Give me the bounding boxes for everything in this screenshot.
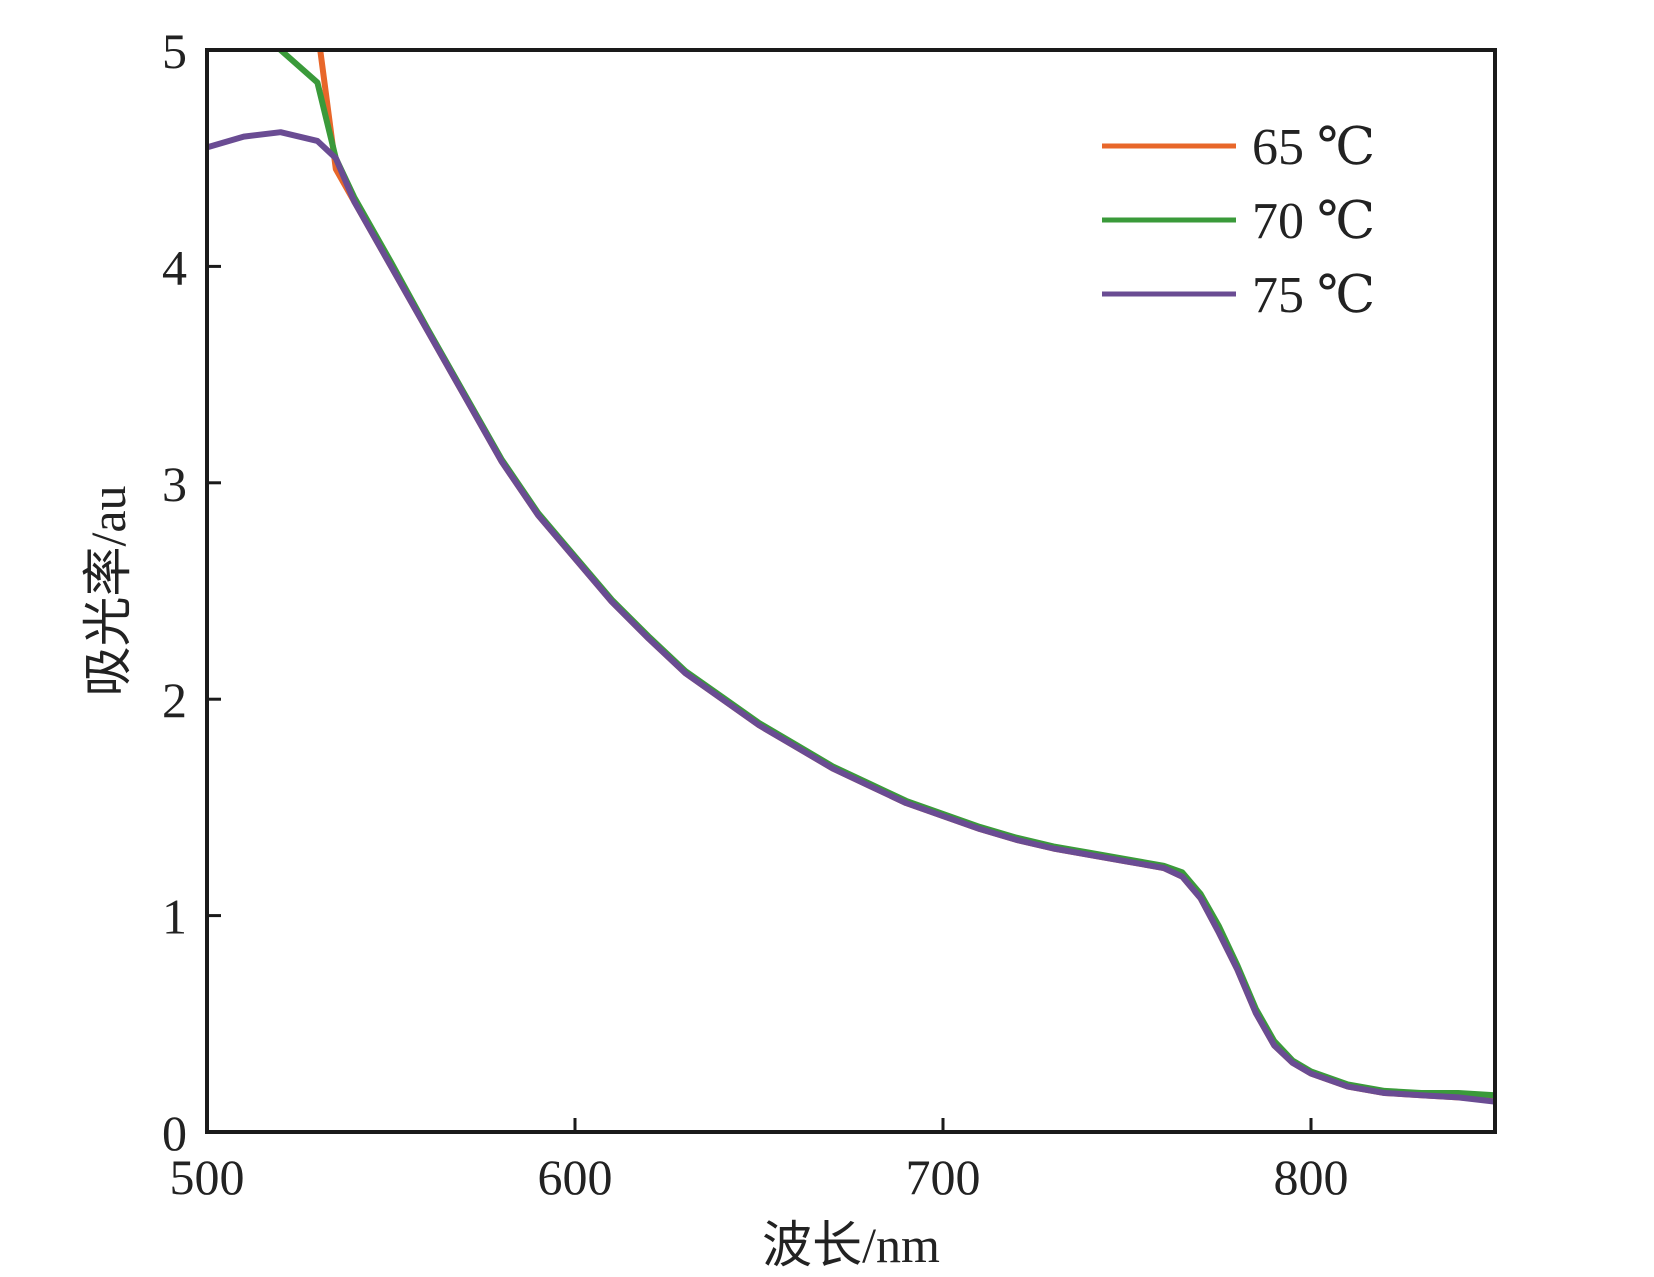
y-tick-label: 0 <box>162 1105 187 1161</box>
x-tick-label: 500 <box>170 1149 245 1205</box>
x-tick-label: 800 <box>1274 1149 1349 1205</box>
legend-label: 70 ℃ <box>1252 193 1375 250</box>
y-tick-label: 2 <box>162 672 187 728</box>
x-tick-label: 600 <box>538 1149 613 1205</box>
series-line-75 <box>207 129 1495 1105</box>
legend-label: 65 ℃ <box>1252 119 1375 176</box>
legend: 65 ℃ 70 ℃ 75 ℃ <box>1102 119 1375 324</box>
plot-frame <box>205 48 1497 1134</box>
legend-label: 75 ℃ <box>1252 267 1375 324</box>
series-layer <box>207 50 1495 1105</box>
y-axis-label: 吸光率/au <box>80 485 136 696</box>
ticks: 500 600 700 800 0 1 2 3 4 5 <box>162 23 1349 1205</box>
x-tick-label: 700 <box>906 1149 981 1205</box>
y-tick-label: 1 <box>162 889 187 945</box>
x-axis-label: 波长/nm <box>762 1217 940 1273</box>
y-tick-label: 3 <box>162 456 187 512</box>
y-tick-label: 5 <box>162 23 187 79</box>
y-tick-label: 4 <box>162 239 187 295</box>
